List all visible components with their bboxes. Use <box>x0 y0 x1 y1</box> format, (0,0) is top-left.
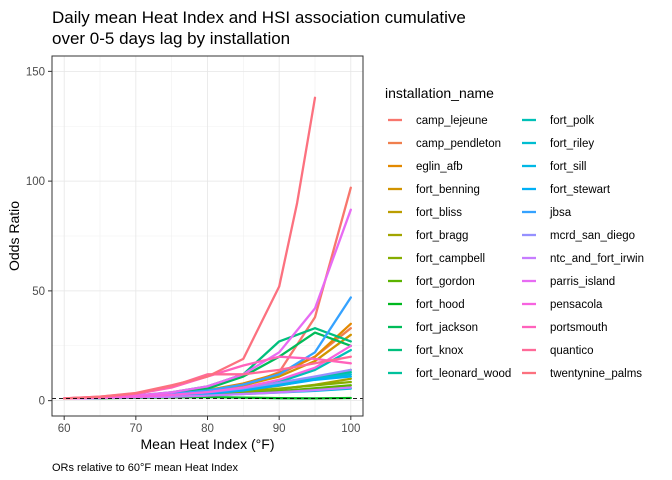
x-tick-label: 70 <box>129 423 142 435</box>
y-tick-label: 50 <box>32 286 45 298</box>
legend-title: installation_name <box>385 85 494 101</box>
y-tick-label: 100 <box>26 176 45 188</box>
legend-label-eglin_afb: eglin_afb <box>416 161 463 173</box>
x-tick-label: 60 <box>58 423 71 435</box>
x-tick-label: 80 <box>201 423 214 435</box>
legend-label-fort_stewart: fort_stewart <box>550 184 611 196</box>
series-line-pensacola <box>63 344 352 400</box>
y-axis-title: Odds Ratio <box>6 201 22 271</box>
legend-label-fort_campbell: fort_campbell <box>416 253 485 265</box>
legend-label-fort_knox: fort_knox <box>416 345 464 357</box>
legend-label-quantico: quantico <box>550 345 593 357</box>
legend-label-fort_polk: fort_polk <box>550 115 594 127</box>
chart-title-line-2: over 0-5 days lag by installation <box>52 29 290 48</box>
x-tick-label: 100 <box>341 423 360 435</box>
legend-label-fort_hood: fort_hood <box>416 299 465 311</box>
legend-label-jbsa: jbsa <box>549 207 572 219</box>
chart-caption: ORs relative to 60°F mean Heat Index <box>52 462 238 474</box>
legend-label-fort_gordon: fort_gordon <box>416 276 475 288</box>
legend-label-fort_benning: fort_benning <box>416 184 480 196</box>
legend-label-fort_sill: fort_sill <box>550 161 586 173</box>
y-tick-label: 150 <box>26 66 45 78</box>
legend-label-fort_bragg: fort_bragg <box>416 230 468 242</box>
series-lines <box>52 96 363 400</box>
legend-label-parris_island: parris_island <box>550 276 615 288</box>
x-tick-label: 90 <box>273 423 286 435</box>
legend-label-mcrd_san_diego: mcrd_san_diego <box>550 230 635 242</box>
legend-label-pensacola: pensacola <box>550 299 603 311</box>
series-line-twentynine_palms <box>63 96 317 400</box>
legend-label-portsmouth: portsmouth <box>550 322 608 334</box>
chart-title-line-1: Daily mean Heat Index and HSI associatio… <box>52 8 466 27</box>
legend-label-camp_pendleton: camp_pendleton <box>416 138 501 150</box>
legend-label-twentynine_palms: twentynine_palms <box>550 368 642 380</box>
y-tick-label: 0 <box>39 396 45 408</box>
legend-label-fort_riley: fort_riley <box>550 138 594 150</box>
legend-label-fort_leonard_wood: fort_leonard_wood <box>416 368 511 380</box>
legend-label-ntc_and_fort_irwin: ntc_and_fort_irwin <box>550 253 644 265</box>
legend-label-fort_bliss: fort_bliss <box>416 207 462 219</box>
axis-ticks: 60 70 80 90 100 0 50 100 150 <box>26 66 361 435</box>
legend-label-camp_lejeune: camp_lejeune <box>416 115 488 127</box>
legend-label-fort_jackson: fort_jackson <box>416 322 478 334</box>
x-axis-title: Mean Heat Index (°F) <box>141 436 275 452</box>
legend: camp_lejeune camp_pendleton eglin_afb fort_… <box>388 115 644 380</box>
